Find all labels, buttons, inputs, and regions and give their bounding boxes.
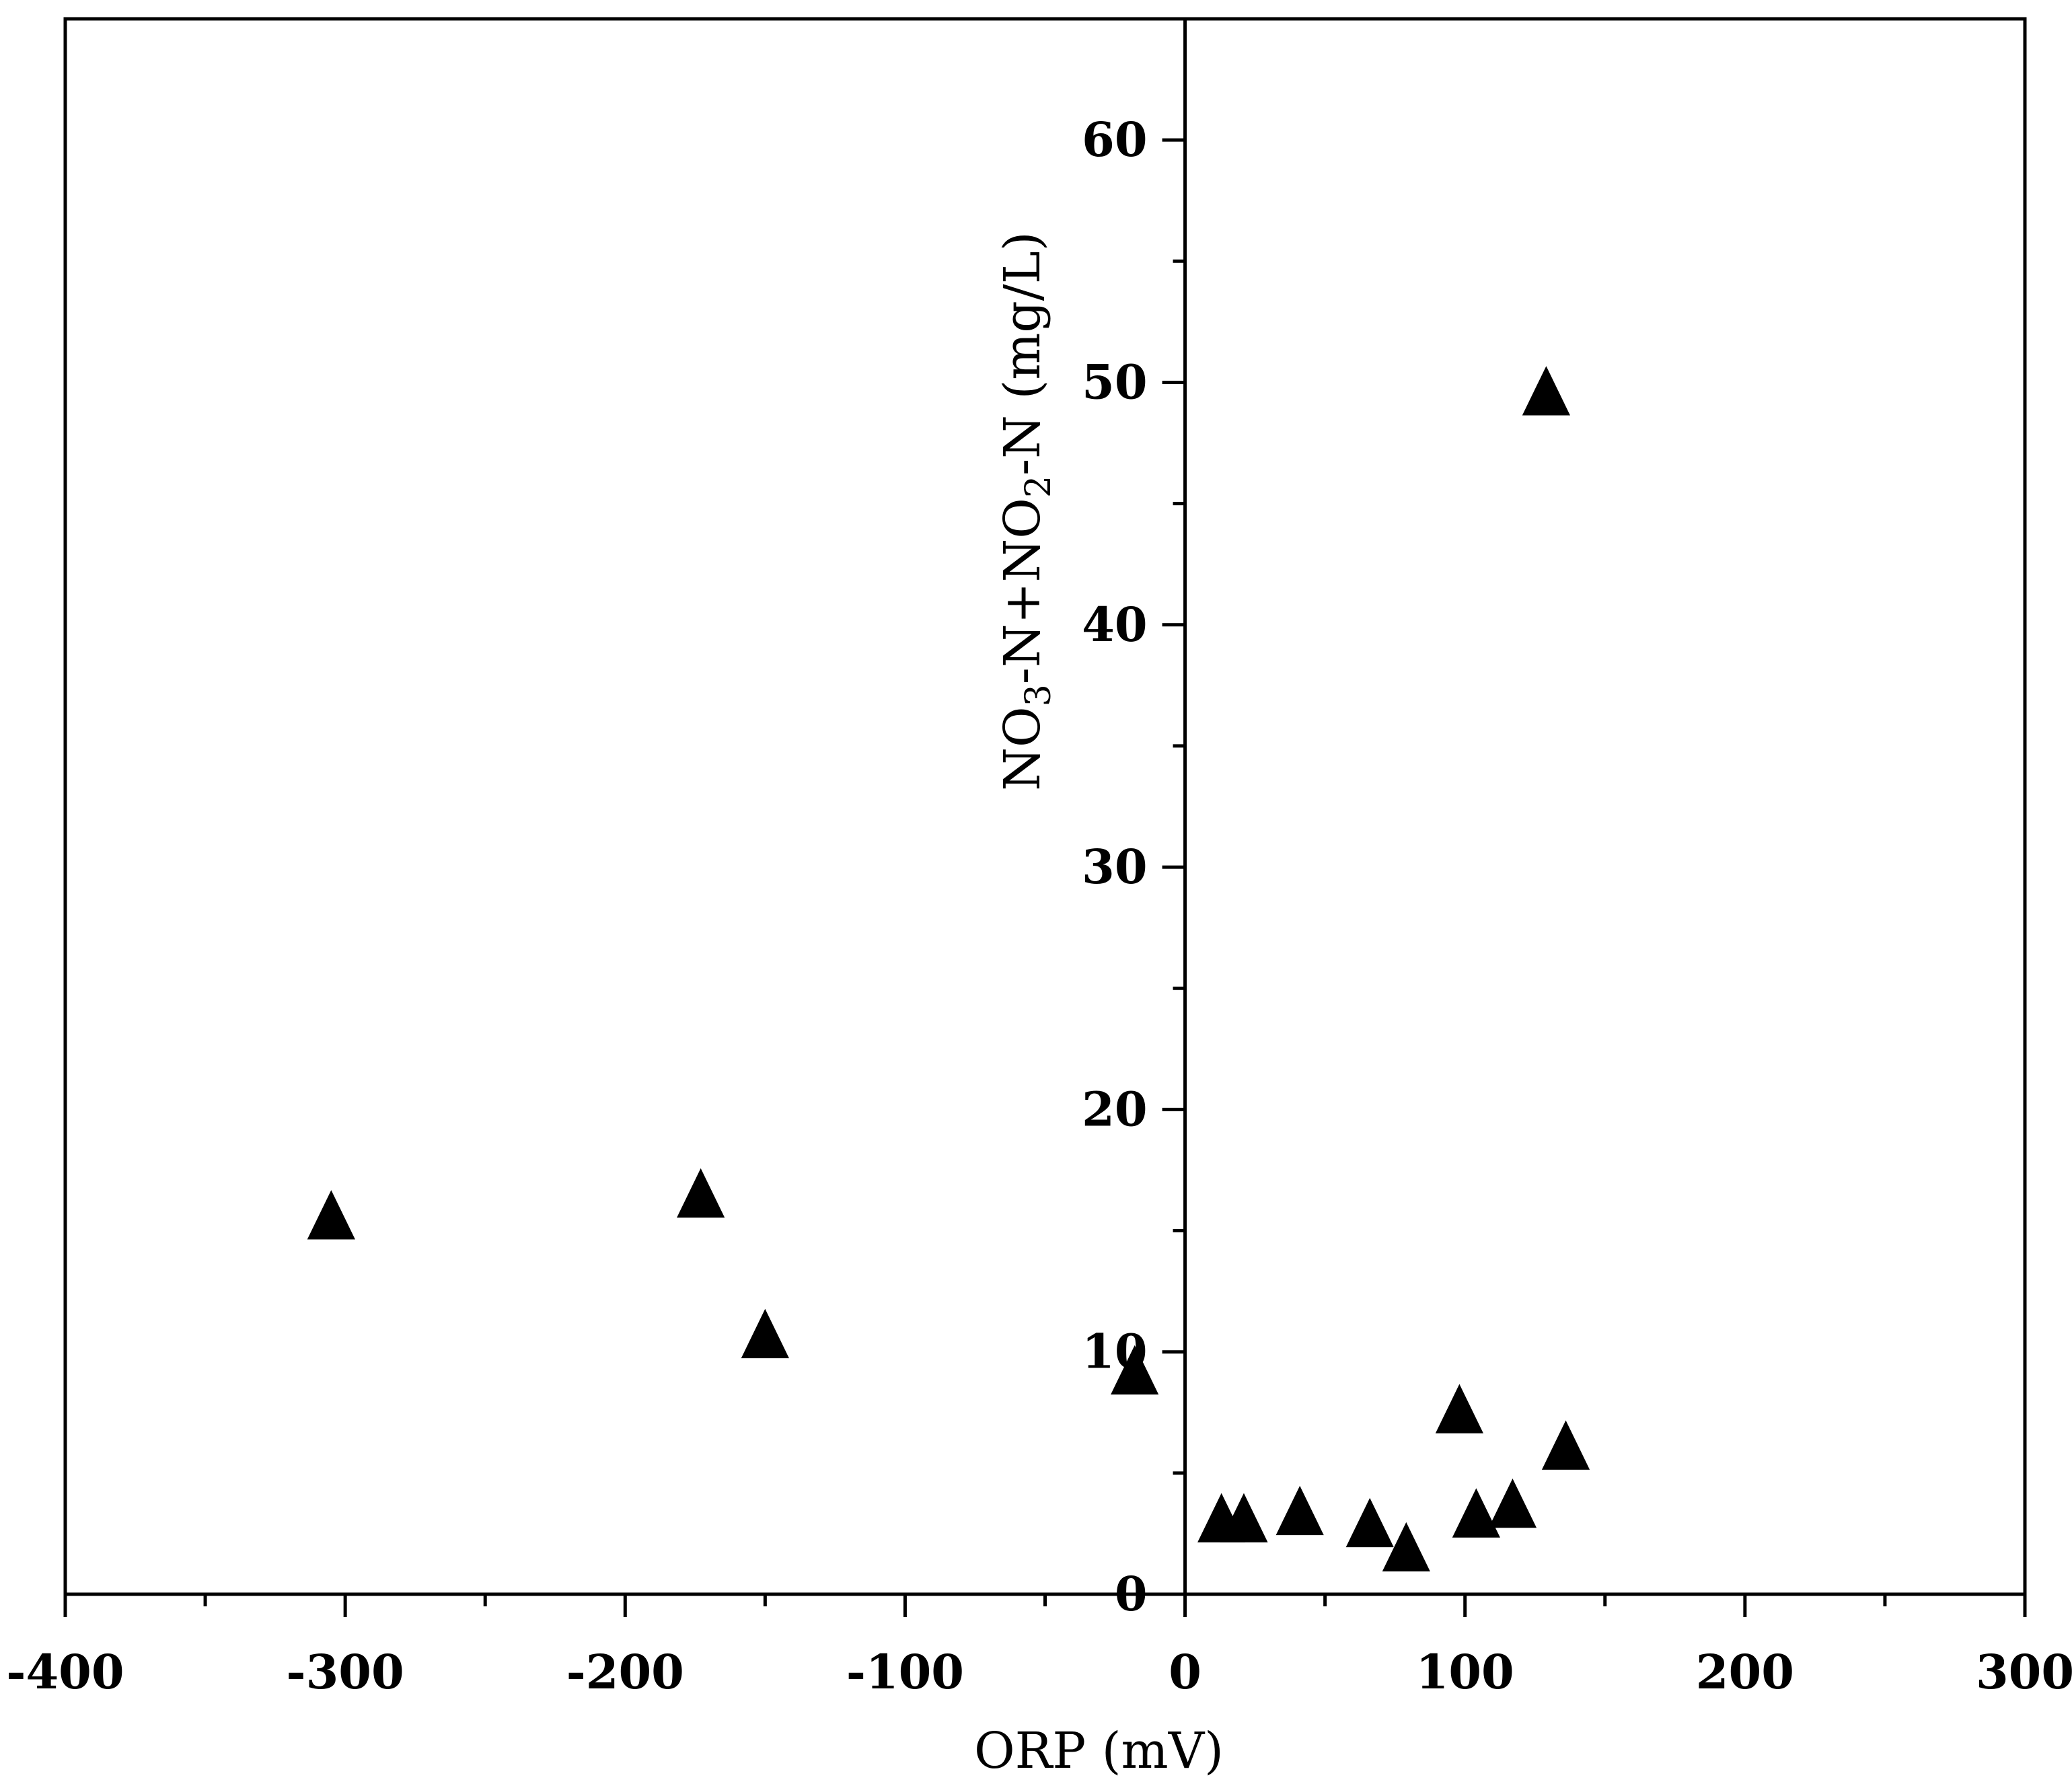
data-point-triangle	[1220, 1493, 1268, 1542]
data-point-triangle	[1522, 366, 1570, 416]
axes-layer	[63, 17, 2027, 1617]
x-tick-label: -300	[287, 1644, 404, 1700]
y-tick-label: 20	[1082, 1081, 1147, 1137]
x-tick-label: 0	[1169, 1644, 1201, 1700]
data-point-triangle	[1488, 1479, 1537, 1528]
y-tick-label: 10	[1082, 1324, 1147, 1380]
y-axis-title-part: -N (mg/L)	[994, 231, 1051, 476]
data-point-triangle	[1275, 1485, 1324, 1536]
x-tick-label: -400	[6, 1644, 124, 1700]
y-axis-title-subscript: 3	[1019, 684, 1059, 706]
y-tick-label: 50	[1082, 354, 1147, 410]
data-point-triangle	[1111, 1345, 1159, 1395]
x-tick-label: -100	[846, 1644, 964, 1700]
data-point-triangle	[307, 1190, 355, 1240]
data-point-triangle	[1452, 1488, 1500, 1538]
y-tick-label: 60	[1082, 112, 1147, 167]
x-tick-label: 300	[1976, 1644, 2072, 1700]
y-axis-title-part: NO	[994, 706, 1051, 790]
y-axis-title: NO3-N+NO2-N (mg/L)	[994, 231, 1059, 790]
data-points-layer	[307, 366, 1590, 1572]
data-point-triangle	[1345, 1497, 1394, 1548]
x-tick-label: -200	[566, 1644, 684, 1700]
y-tick-label: 30	[1082, 839, 1147, 895]
x-axis-title: ORP (mV)	[974, 1722, 1224, 1780]
y-tick-label: 40	[1082, 597, 1147, 652]
y-axis-title-subscript: 2	[1019, 476, 1059, 498]
x-tick-label: 100	[1416, 1644, 1514, 1700]
y-axis-title-part: -N+NO	[994, 498, 1051, 684]
x-tick-label: 200	[1696, 1644, 1794, 1700]
data-point-triangle	[1382, 1522, 1430, 1572]
data-point-triangle	[1435, 1384, 1483, 1433]
data-point-triangle	[1541, 1420, 1590, 1470]
data-point-triangle	[677, 1168, 725, 1218]
data-point-triangle	[741, 1308, 789, 1359]
y-tick-label: 0	[1115, 1566, 1148, 1622]
labels-layer: -400 -300 -200 -100 0 100 200 300 0 10 20 30 40 50 60 O…	[6, 112, 2072, 1780]
